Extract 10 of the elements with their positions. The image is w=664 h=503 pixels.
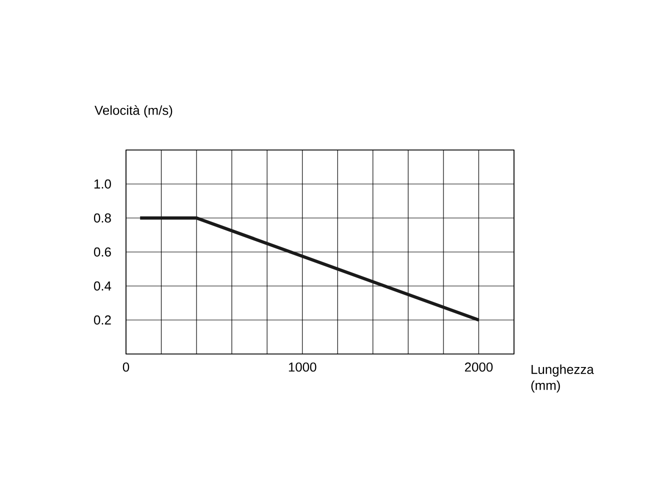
x-axis-title: Lunghezza (mm) xyxy=(531,364,594,393)
y-tick-label: 0.8 xyxy=(94,213,111,223)
y-tick-label: 0.2 xyxy=(94,315,111,325)
y-tick-label: 0.6 xyxy=(94,247,111,257)
x-tick-label: 1000 xyxy=(288,362,316,372)
x-tick-label: 2000 xyxy=(464,362,493,372)
y-tick-label: 1.0 xyxy=(94,179,111,189)
x-tick-label: 0 xyxy=(122,362,130,372)
y-axis-title: Velocità (m/s) xyxy=(94,105,172,118)
y-tick-label: 0.4 xyxy=(94,281,112,291)
